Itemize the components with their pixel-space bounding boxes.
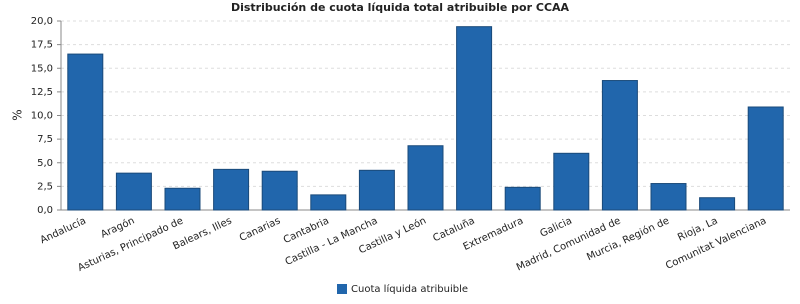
bar — [504, 186, 541, 211]
x-tick-label: Galicia — [539, 215, 574, 239]
bar — [650, 183, 687, 211]
y-tick-label: 12,5 — [31, 87, 53, 98]
legend-swatch — [337, 284, 347, 294]
bar — [67, 53, 104, 211]
y-tick-label: 0,0 — [37, 205, 53, 216]
bar — [747, 106, 784, 211]
y-axis-label: % — [11, 109, 25, 120]
bar — [261, 170, 298, 211]
y-tick-label: 2,5 — [37, 181, 53, 192]
bar — [358, 169, 395, 211]
legend-label: Cuota líquida atribuible — [351, 283, 468, 295]
x-tick-label: Murcia, Región de — [585, 215, 671, 264]
bar — [553, 152, 590, 211]
y-tick-label: 7,5 — [37, 134, 53, 145]
bar — [456, 26, 493, 211]
x-tick-label: Canarias — [238, 215, 282, 243]
bar — [407, 145, 444, 211]
bar — [164, 187, 201, 211]
bar — [310, 194, 347, 211]
bar — [213, 168, 250, 211]
y-tick-label: 15,0 — [31, 63, 53, 74]
x-tick-label: Aragón — [99, 215, 137, 241]
bar — [699, 197, 736, 211]
y-tick-label: 5,0 — [37, 158, 53, 169]
chart-title: Distribución de cuota líquida total atri… — [231, 1, 570, 14]
bar — [601, 80, 638, 211]
bar — [115, 172, 152, 211]
y-tick-label: 17,5 — [31, 40, 53, 51]
x-tick-label: Andalucía — [38, 215, 88, 247]
y-tick-label: 10,0 — [31, 111, 53, 122]
y-tick-label: 20,0 — [31, 16, 53, 27]
